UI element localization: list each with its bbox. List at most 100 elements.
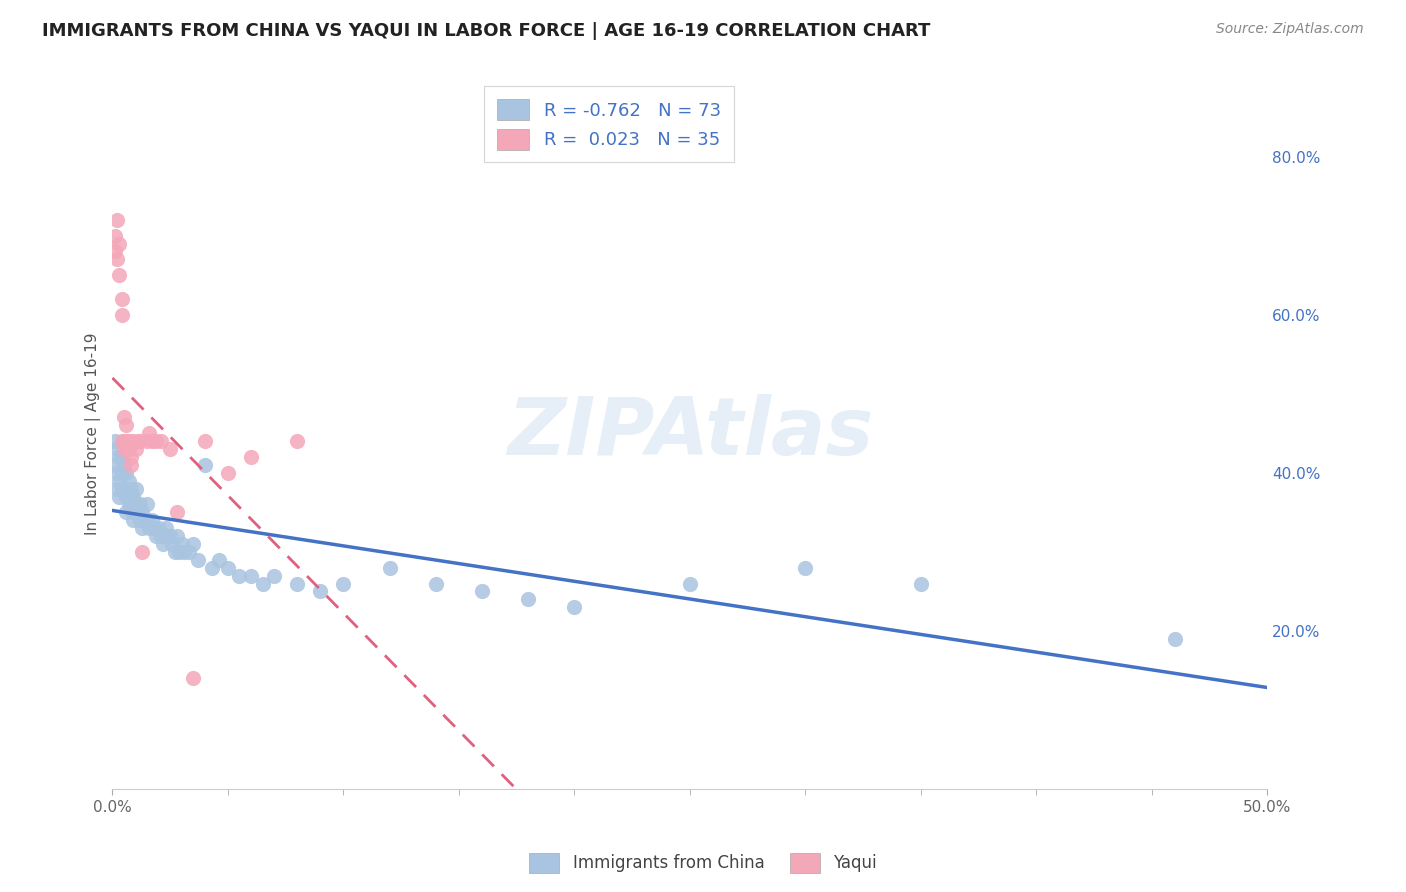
Point bbox=[131, 545, 153, 559]
Point bbox=[111, 292, 134, 306]
Point bbox=[111, 434, 134, 449]
Point bbox=[122, 505, 145, 519]
Point bbox=[309, 584, 332, 599]
Point bbox=[143, 521, 166, 535]
Point bbox=[794, 560, 817, 574]
Point bbox=[115, 466, 138, 480]
Point bbox=[679, 576, 702, 591]
Point bbox=[162, 537, 184, 551]
Point bbox=[228, 568, 250, 582]
Point bbox=[159, 529, 181, 543]
Point bbox=[104, 228, 127, 243]
Point bbox=[108, 268, 131, 282]
Point bbox=[378, 560, 401, 574]
Point bbox=[122, 490, 145, 504]
Point bbox=[111, 466, 134, 480]
Point bbox=[105, 466, 128, 480]
Point bbox=[112, 458, 135, 472]
Point bbox=[208, 553, 231, 567]
Point bbox=[564, 600, 586, 615]
Point bbox=[145, 529, 167, 543]
Point bbox=[127, 505, 149, 519]
Point bbox=[112, 410, 135, 425]
Point bbox=[163, 545, 186, 559]
Point bbox=[181, 672, 204, 686]
Point bbox=[127, 434, 149, 449]
Point bbox=[120, 450, 142, 464]
Point bbox=[159, 442, 181, 456]
Point bbox=[141, 513, 163, 527]
Point bbox=[108, 490, 131, 504]
Point bbox=[115, 505, 138, 519]
Point bbox=[129, 434, 152, 449]
Legend: Immigrants from China, Yaqui: Immigrants from China, Yaqui bbox=[523, 847, 883, 880]
Point bbox=[117, 498, 139, 512]
Point bbox=[148, 521, 170, 535]
Point bbox=[156, 529, 179, 543]
Text: IMMIGRANTS FROM CHINA VS YAQUI IN LABOR FORCE | AGE 16-19 CORRELATION CHART: IMMIGRANTS FROM CHINA VS YAQUI IN LABOR … bbox=[42, 22, 931, 40]
Point bbox=[115, 434, 138, 449]
Point bbox=[217, 560, 239, 574]
Point bbox=[131, 521, 153, 535]
Point bbox=[104, 458, 127, 472]
Point bbox=[217, 466, 239, 480]
Point bbox=[166, 529, 188, 543]
Point bbox=[111, 450, 134, 464]
Point bbox=[263, 568, 285, 582]
Point bbox=[108, 450, 131, 464]
Point bbox=[152, 537, 174, 551]
Point bbox=[129, 513, 152, 527]
Text: Source: ZipAtlas.com: Source: ZipAtlas.com bbox=[1216, 22, 1364, 37]
Point bbox=[170, 537, 193, 551]
Point bbox=[136, 513, 159, 527]
Point bbox=[136, 434, 159, 449]
Point bbox=[104, 434, 127, 449]
Point bbox=[105, 442, 128, 456]
Point bbox=[105, 482, 128, 496]
Point bbox=[108, 236, 131, 251]
Point bbox=[134, 513, 156, 527]
Point bbox=[425, 576, 447, 591]
Point bbox=[120, 498, 142, 512]
Point bbox=[108, 474, 131, 488]
Point bbox=[201, 560, 224, 574]
Point bbox=[104, 244, 127, 259]
Point bbox=[145, 434, 167, 449]
Point bbox=[169, 545, 191, 559]
Point bbox=[105, 212, 128, 227]
Point bbox=[117, 442, 139, 456]
Point bbox=[240, 568, 263, 582]
Point bbox=[120, 458, 142, 472]
Point bbox=[122, 434, 145, 449]
Legend: R = -0.762   N = 73, R =  0.023   N = 35: R = -0.762 N = 73, R = 0.023 N = 35 bbox=[484, 87, 734, 162]
Point bbox=[131, 505, 153, 519]
Point bbox=[910, 576, 932, 591]
Point bbox=[149, 529, 172, 543]
Point bbox=[117, 434, 139, 449]
Point bbox=[194, 434, 217, 449]
Point bbox=[111, 482, 134, 496]
Point bbox=[136, 498, 159, 512]
Point bbox=[129, 498, 152, 512]
Point bbox=[471, 584, 494, 599]
Point bbox=[155, 521, 177, 535]
Point bbox=[124, 442, 146, 456]
Point bbox=[117, 474, 139, 488]
Point bbox=[111, 308, 134, 322]
Point bbox=[112, 442, 135, 456]
Point bbox=[240, 450, 263, 464]
Point bbox=[138, 426, 160, 441]
Point bbox=[112, 482, 135, 496]
Point bbox=[149, 434, 172, 449]
Point bbox=[115, 418, 138, 433]
Point bbox=[177, 545, 200, 559]
Point bbox=[117, 490, 139, 504]
Point bbox=[138, 521, 160, 535]
Point bbox=[252, 576, 274, 591]
Point bbox=[1164, 632, 1187, 646]
Point bbox=[120, 482, 142, 496]
Point bbox=[105, 252, 128, 267]
Point bbox=[124, 482, 146, 496]
Point bbox=[115, 490, 138, 504]
Y-axis label: In Labor Force | Age 16-19: In Labor Force | Age 16-19 bbox=[86, 332, 101, 534]
